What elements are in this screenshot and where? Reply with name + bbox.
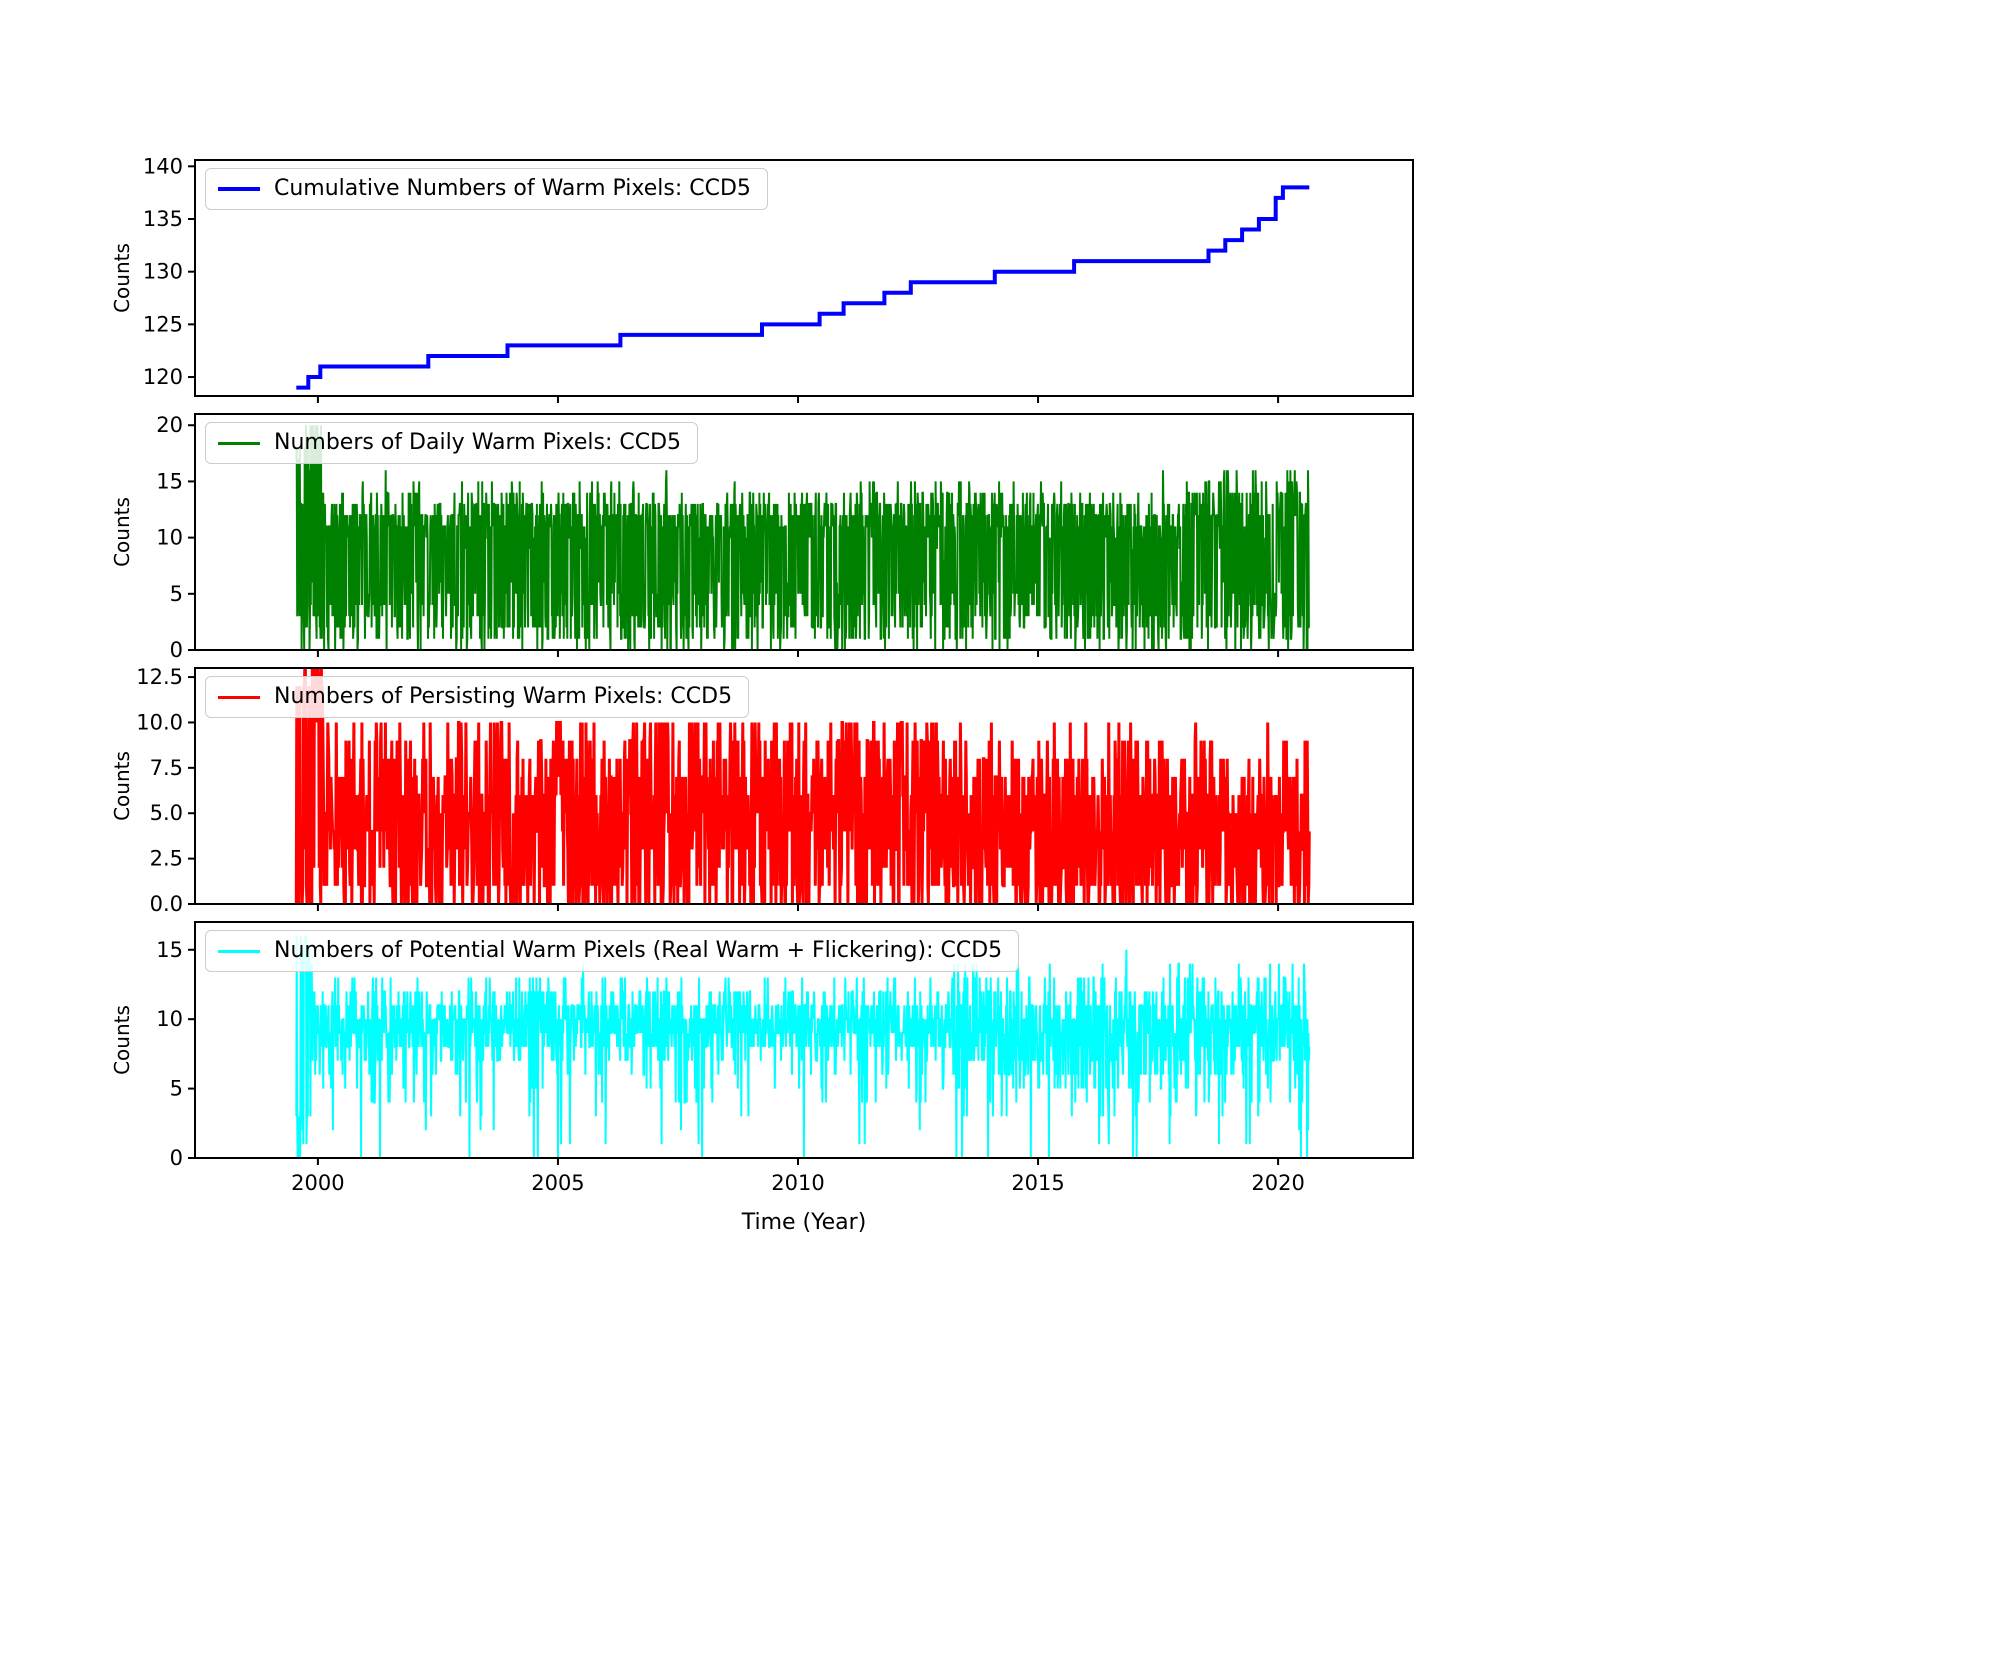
y-tick-label: 0.0 [150, 892, 183, 916]
legend-cumulative-warm-pixels: Cumulative Numbers of Warm Pixels: CCD5 [205, 168, 768, 211]
legend-line-sample-cyan [218, 949, 260, 953]
y-tick-label: 2.5 [150, 847, 183, 871]
y-axis-label-subplot-1: Counts [110, 243, 134, 313]
legend-daily-warm-pixels: Numbers of Daily Warm Pixels: CCD5 [205, 422, 699, 465]
axes-frame-1 [194, 413, 1414, 651]
data-line-2 [294, 668, 1311, 904]
axes-frame-3 [194, 921, 1414, 1159]
y-tick-label: 0 [170, 638, 183, 662]
y-tick-label: 125 [143, 312, 183, 336]
axes-frame-0 [194, 159, 1414, 397]
legend-line-sample-red [218, 695, 260, 699]
data-line-1 [295, 425, 1310, 650]
x-tick-label: 2015 [1011, 1171, 1064, 1195]
series-group-1 [295, 425, 1310, 650]
y-tick-label: 5 [170, 582, 183, 606]
y-tick-label: 5.0 [150, 801, 183, 825]
y-tick-label: 10.0 [136, 710, 183, 734]
y-axis-label-subplot-4: Counts [110, 1005, 134, 1075]
x-tick-label: 2010 [771, 1171, 824, 1195]
y-tick-label: 130 [143, 260, 183, 284]
data-line-0 [296, 185, 1310, 390]
x-tick-label: 2005 [531, 1171, 584, 1195]
y-tick-label: 120 [143, 365, 183, 389]
legend-line-sample-blue [218, 187, 260, 192]
y-tick-label: 10 [156, 1007, 183, 1031]
x-tick-label: 2020 [1251, 1171, 1304, 1195]
series-group-0 [296, 185, 1310, 390]
ticks-0: 120 125 130 135 140 [143, 154, 1280, 403]
y-axis-label-subplot-2: Counts [110, 497, 134, 567]
x-axis-label: Time (Year) [741, 1210, 867, 1235]
y-tick-label: 15 [156, 469, 183, 493]
data-line-3 [295, 935, 1311, 1158]
y-tick-label: 15 [156, 938, 183, 962]
x-tick-label: 2000 [291, 1171, 344, 1195]
y-tick-label: 12.5 [136, 665, 183, 689]
y-tick-label: 7.5 [150, 756, 183, 780]
ticks-3: 0 5 10 15 2000 2005 2010 2015 2020 [156, 938, 1305, 1195]
y-tick-label: 20 [156, 413, 183, 437]
legend-label-cumulative: Cumulative Numbers of Warm Pixels: CCD5 [274, 176, 751, 201]
y-tick-label: 135 [143, 207, 183, 231]
series-group-2 [294, 668, 1311, 904]
y-tick-label: 140 [143, 154, 183, 178]
legend-label-potential: Numbers of Potential Warm Pixels (Real W… [274, 938, 1003, 963]
legend-line-sample-green [218, 441, 260, 445]
legend-persisting-warm-pixels: Numbers of Persisting Warm Pixels: CCD5 [205, 676, 750, 719]
ticks-2: 0.0 2.5 5.0 7.5 10.0 12.5 [136, 665, 1280, 916]
ticks-1: 0 5 10 15 20 [156, 413, 1280, 662]
y-tick-label: 0 [170, 1146, 183, 1170]
y-tick-label: 5 [170, 1077, 183, 1101]
y-axis-label-subplot-3: Counts [110, 751, 134, 821]
legend-label-daily: Numbers of Daily Warm Pixels: CCD5 [274, 430, 682, 455]
legend-potential-warm-pixels: Numbers of Potential Warm Pixels (Real W… [205, 930, 1020, 973]
axes-frame-2 [194, 667, 1414, 905]
y-tick-label: 10 [156, 526, 183, 550]
series-group-3 [295, 935, 1311, 1158]
legend-label-persisting: Numbers of Persisting Warm Pixels: CCD5 [274, 684, 733, 709]
